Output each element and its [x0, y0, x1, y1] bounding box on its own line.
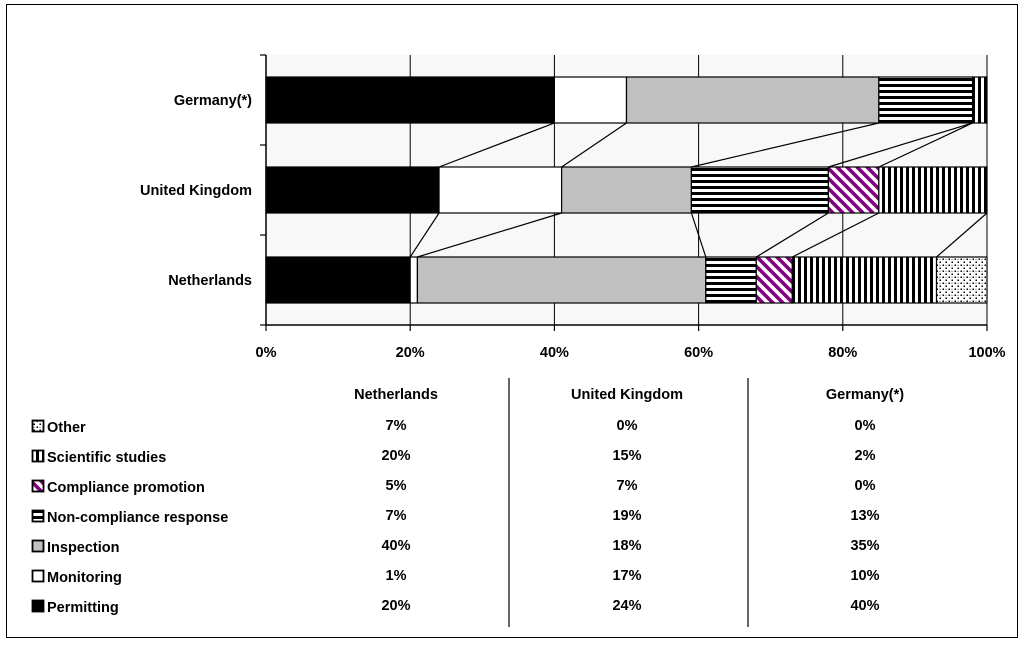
table-cell: 19% — [612, 508, 641, 524]
series-line — [690, 212, 707, 258]
table-cell: 2% — [855, 448, 876, 464]
x-tick-label: 0% — [256, 345, 277, 361]
bar-germany-monitoring — [553, 76, 628, 124]
x-tick-label: 40% — [540, 345, 569, 361]
table-cell: 18% — [612, 538, 641, 554]
bar-united-kingdom-scientific-studies — [878, 166, 988, 214]
bar-germany-inspection — [625, 76, 880, 124]
table-cell: 13% — [850, 508, 879, 524]
bar-united-kingdom-inspection — [561, 166, 692, 214]
legend-key-non-compliance-response — [31, 509, 45, 523]
legend-key-permitting — [31, 599, 45, 613]
bar-netherlands-compliance-promotion — [755, 256, 793, 304]
table-row-label: Inspection — [47, 540, 120, 556]
table-column-header: United Kingdom — [571, 387, 683, 403]
table-cell: 15% — [612, 448, 641, 464]
bar-netherlands-other — [935, 256, 988, 304]
table-row-label: Scientific studies — [47, 450, 166, 466]
bar-united-kingdom-non-compliance-response — [690, 166, 829, 214]
legend-key-scientific-studies — [31, 449, 45, 463]
category-label: Germany(*) — [174, 93, 252, 109]
table-row-label: Non-compliance response — [47, 510, 228, 526]
table-row-label: Permitting — [47, 600, 119, 616]
table-row-label: Compliance promotion — [47, 480, 205, 496]
table-row-label: Other — [47, 420, 86, 436]
bar-netherlands-non-compliance-response — [705, 256, 757, 304]
table-cell: 0% — [617, 418, 638, 434]
series-line — [936, 212, 988, 258]
table-cell: 20% — [381, 448, 410, 464]
x-tick-label: 100% — [968, 345, 1005, 361]
x-tick-label: 80% — [828, 345, 857, 361]
legend-key-inspection — [31, 539, 45, 553]
bar-netherlands-monitoring — [409, 256, 419, 304]
category-label: United Kingdom — [140, 183, 252, 199]
series-line — [417, 212, 562, 258]
x-tick-label: 20% — [396, 345, 425, 361]
table-cell: 35% — [850, 538, 879, 554]
table-row-label: Monitoring — [47, 570, 122, 586]
table-cell: 20% — [381, 598, 410, 614]
table-cell: 24% — [612, 598, 641, 614]
bar-united-kingdom-monitoring — [438, 166, 563, 214]
table-cell: 1% — [386, 568, 407, 584]
bar-netherlands-scientific-studies — [791, 256, 938, 304]
bar-germany-scientific-studies — [971, 76, 988, 124]
series-line — [409, 212, 440, 258]
x-tick-label: 60% — [684, 345, 713, 361]
bar-netherlands-permitting — [265, 256, 411, 304]
bar-netherlands-inspection — [416, 256, 707, 304]
table-cell: 5% — [386, 478, 407, 494]
legend-key-compliance-promotion — [31, 479, 45, 493]
table-cell: 7% — [386, 418, 407, 434]
table-cell: 40% — [850, 598, 879, 614]
series-line — [561, 122, 627, 168]
table-cell: 0% — [855, 418, 876, 434]
table-column-header: Germany(*) — [826, 387, 904, 403]
series-line — [878, 122, 973, 168]
table-column-header: Netherlands — [354, 387, 438, 403]
series-line — [691, 122, 879, 168]
table-cell: 7% — [386, 508, 407, 524]
series-line — [438, 122, 555, 168]
series-line — [828, 122, 973, 168]
series-line — [792, 212, 880, 258]
table-cell: 17% — [612, 568, 641, 584]
table-cell: 7% — [617, 478, 638, 494]
table-cell: 10% — [850, 568, 879, 584]
legend-key-monitoring — [31, 569, 45, 583]
bar-united-kingdom-permitting — [265, 166, 440, 214]
series-line — [755, 212, 829, 258]
bar-germany-permitting — [265, 76, 555, 124]
bar-united-kingdom-compliance-promotion — [827, 166, 880, 214]
category-label: Netherlands — [168, 273, 252, 289]
table-cell: 40% — [381, 538, 410, 554]
table-cell: 0% — [855, 478, 876, 494]
bar-germany-non-compliance-response — [878, 76, 974, 124]
legend-key-other — [31, 419, 45, 433]
